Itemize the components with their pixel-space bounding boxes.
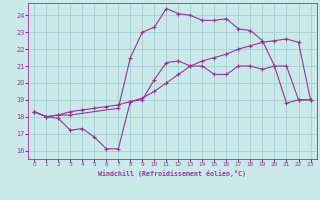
X-axis label: Windchill (Refroidissement éolien,°C): Windchill (Refroidissement éolien,°C) <box>98 170 246 177</box>
